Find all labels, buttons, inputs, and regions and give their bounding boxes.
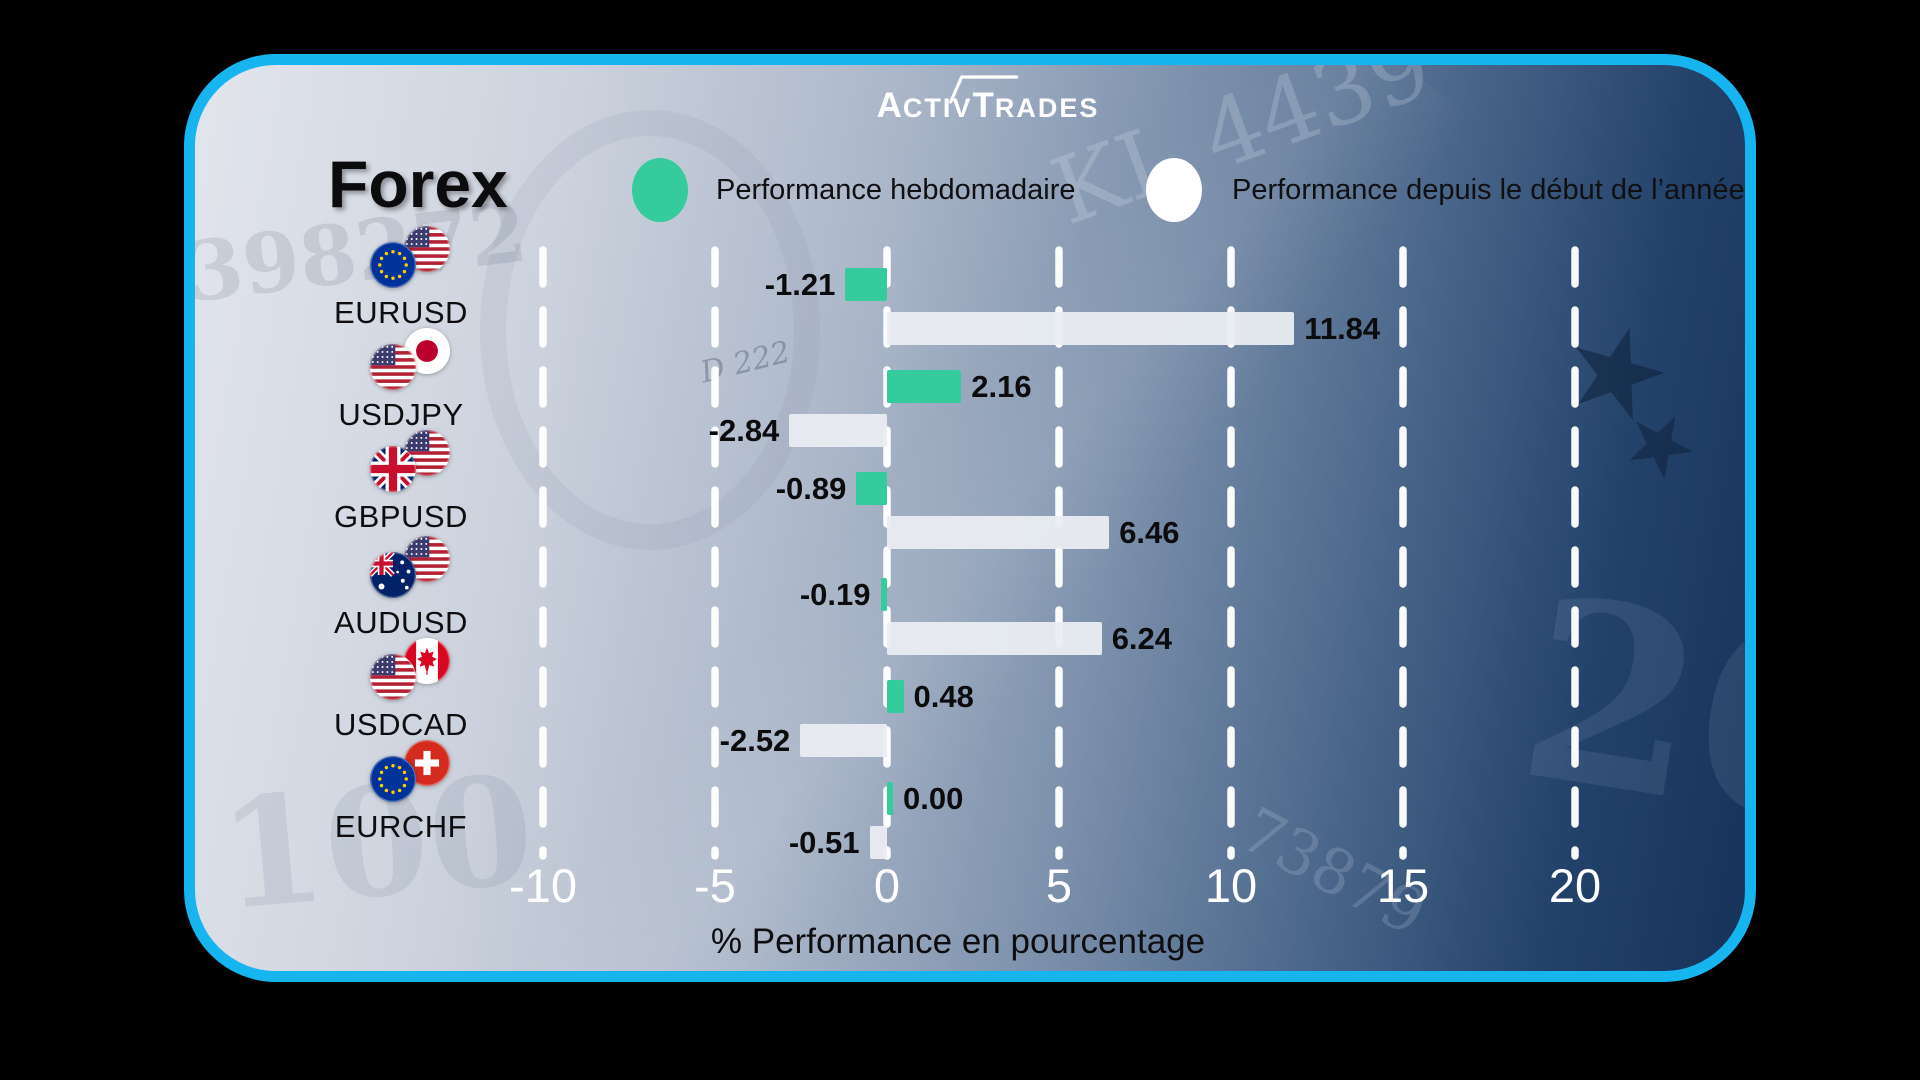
pair-flag-base-icon bbox=[370, 344, 416, 390]
banknote-plate-text: D 222 bbox=[697, 334, 794, 391]
axis-tick-label: 10 bbox=[1204, 859, 1258, 912]
ytd-value: -0.51 bbox=[788, 825, 860, 860]
weekly-value: 0.00 bbox=[903, 781, 964, 816]
axis-tick-label: 15 bbox=[1376, 859, 1430, 912]
weekly-value: -1.21 bbox=[764, 267, 836, 302]
weekly-bar bbox=[845, 268, 887, 301]
weekly-bar bbox=[887, 680, 904, 713]
ytd-value: 6.24 bbox=[1111, 621, 1173, 656]
ytd-value: -2.52 bbox=[719, 723, 791, 758]
euro-star-icon: ★ bbox=[1546, 292, 1688, 452]
activtrades-logo: A CTIV T RADES bbox=[876, 75, 1100, 126]
logo-radical-icon bbox=[948, 75, 1019, 104]
pair-flag-quote-icon bbox=[404, 638, 450, 684]
legend-ytd-dot-icon bbox=[1146, 158, 1202, 222]
axis-tick-label: -5 bbox=[694, 859, 736, 912]
weekly-bar bbox=[856, 472, 887, 505]
ytd-bar bbox=[887, 312, 1295, 345]
ytd-value: -2.84 bbox=[708, 413, 780, 448]
axis-tick-label: 5 bbox=[1045, 859, 1073, 912]
weekly-bar bbox=[887, 782, 893, 815]
ytd-value: 6.46 bbox=[1119, 515, 1180, 550]
banknote-serial-text: KL 4439 bbox=[1038, 54, 1445, 247]
logo-text: A bbox=[876, 86, 903, 125]
logo-text: CTIV bbox=[902, 93, 973, 123]
x-axis-label: % Performance en pourcentage bbox=[710, 922, 1206, 961]
weekly-value: -0.19 bbox=[799, 577, 871, 612]
banknote-denomination-text: 20 bbox=[1504, 539, 1756, 885]
pair-flag-base-icon bbox=[370, 552, 416, 598]
pair-label: EURCHF bbox=[334, 809, 468, 844]
ytd-bar bbox=[887, 516, 1110, 549]
pair-flag-quote-icon bbox=[404, 430, 450, 476]
pair-label: AUDUSD bbox=[334, 605, 468, 640]
ytd-bar bbox=[800, 724, 887, 757]
pair-flag-base-icon bbox=[370, 756, 416, 802]
pair-flag-quote-icon bbox=[404, 226, 450, 272]
weekly-value: -0.89 bbox=[775, 471, 847, 506]
pair-label: EURUSD bbox=[334, 295, 468, 330]
ytd-bar bbox=[869, 826, 887, 859]
ytd-bar bbox=[887, 622, 1102, 655]
logo-text: T bbox=[948, 75, 1019, 126]
weekly-bar bbox=[880, 578, 887, 611]
logo-text: RADES bbox=[994, 93, 1100, 123]
axis-tick-label: -10 bbox=[509, 859, 577, 912]
pair-flag-base-icon bbox=[370, 446, 416, 492]
axis-tick-label: 20 bbox=[1548, 859, 1602, 912]
pair-label: GBPUSD bbox=[334, 499, 468, 534]
legend-ytd-label: Performance depuis le début de l’année bbox=[1232, 174, 1745, 206]
page-title: Forex bbox=[328, 147, 508, 221]
ytd-bar bbox=[789, 414, 887, 447]
legend-weekly-dot-icon bbox=[632, 158, 688, 222]
weekly-value: 0.48 bbox=[913, 679, 974, 714]
pair-flag-base-icon bbox=[370, 654, 416, 700]
ytd-value: 11.84 bbox=[1304, 311, 1381, 346]
euro-star-icon: ★ bbox=[1605, 384, 1716, 504]
pair-flag-base-icon bbox=[370, 242, 416, 288]
legend-weekly-label: Performance hebdomadaire bbox=[716, 174, 1076, 206]
pair-label: USDCAD bbox=[334, 707, 468, 742]
axis-tick-label: 0 bbox=[873, 859, 901, 912]
weekly-value: 2.16 bbox=[971, 369, 1032, 404]
pair-label: USDJPY bbox=[338, 397, 464, 432]
weekly-bar bbox=[887, 370, 962, 403]
